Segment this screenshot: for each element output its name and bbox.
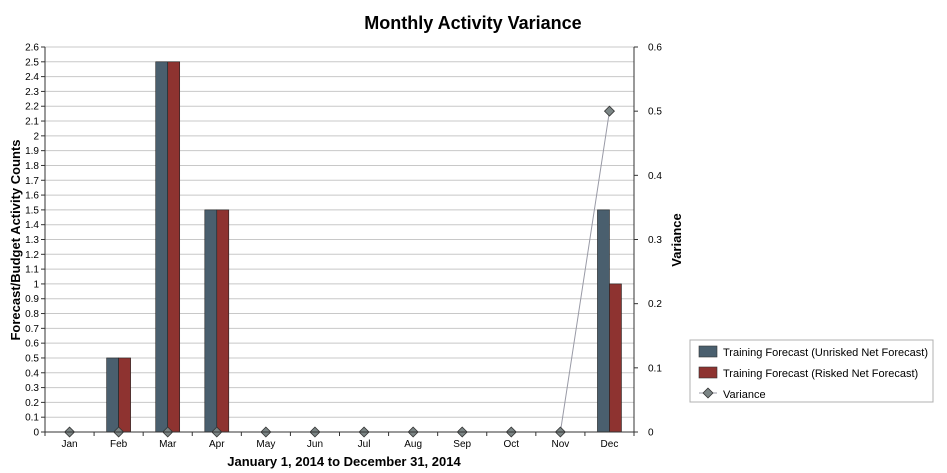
- legend-swatch-risked: [698, 366, 718, 379]
- x-axis-ticks: Jan Feb Mar Apr May Jun Jul Aug Sep Oct Nov Dec: [44, 432, 635, 450]
- x-tick-label: Dec: [601, 439, 619, 450]
- x-tick-label: Mar: [159, 439, 177, 450]
- legend-label-risked: Training Forecast (Risked Net Forecast): [723, 368, 918, 380]
- y-tick-label: 0.3: [25, 383, 39, 394]
- y-tick-label: 1.6: [25, 191, 39, 202]
- y-tick-label: 1.7: [25, 176, 39, 187]
- y-tick-label: 1.8: [25, 161, 39, 172]
- y-tick-label: 1.2: [25, 250, 39, 261]
- legend-label-unrisked: Training Forecast (Unrisked Net Forecast…: [723, 347, 928, 359]
- bars: [106, 61, 622, 433]
- left-axis-ticks: 0 0.1 0.2 0.3 0.4 0.5 0.6 0.7 0.8 0.9 1 1.1 1.2 1.3 1.…: [25, 43, 45, 439]
- x-tick-label: Jul: [358, 439, 371, 450]
- legend-label-variance: Variance: [723, 389, 766, 401]
- x-tick-label: Aug: [404, 439, 422, 450]
- bar-unrisked: [106, 357, 119, 433]
- x-tick-label: Apr: [209, 439, 225, 450]
- x-tick-label: Sep: [453, 439, 471, 450]
- legend-box: [689, 339, 934, 403]
- y-tick-label: 2.3: [25, 87, 39, 98]
- y2-tick-label: 0.5: [648, 107, 662, 118]
- x-tick-label: May: [256, 439, 275, 450]
- y2-tick-label: 0: [648, 428, 654, 439]
- legend: Training Forecast (Unrisked Net Forecast…: [689, 339, 934, 403]
- y-tick-label: 2.5: [25, 57, 39, 68]
- x-tick-label: Jun: [307, 439, 323, 450]
- y-tick-label: 0.1: [25, 413, 39, 424]
- y-tick-label: 0.9: [25, 294, 39, 305]
- y-tick-label: 1: [33, 279, 39, 290]
- y2-tick-label: 0.3: [648, 235, 662, 246]
- y-tick-label: 1.1: [25, 265, 39, 276]
- gridlines: [45, 46, 634, 433]
- bar-risked: [609, 283, 622, 433]
- y-tick-label: 0.5: [25, 353, 39, 364]
- y-tick-label: 0.7: [25, 324, 39, 335]
- bar-risked: [216, 209, 230, 433]
- y-tick-label: 2.4: [25, 72, 39, 83]
- y2-tick-label: 0.4: [648, 171, 662, 182]
- bar-unrisked: [204, 209, 218, 433]
- y-tick-label: 0.6: [25, 339, 39, 350]
- variance-line-path: [69, 111, 610, 433]
- y-tick-label: 2: [33, 131, 39, 142]
- x-tick-label: Oct: [504, 439, 520, 450]
- legend-swatch-unrisked: [698, 345, 718, 358]
- y-tick-label: 1.5: [25, 205, 39, 216]
- y2-tick-label: 0.6: [648, 43, 662, 54]
- bar-unrisked: [155, 61, 169, 433]
- chart-title: Monthly Activity Variance: [364, 13, 581, 33]
- x-tick-label: Jan: [61, 439, 77, 450]
- y-tick-label: 0.2: [25, 398, 39, 409]
- x-tick-label: Nov: [551, 439, 569, 450]
- right-axis-ticks: 0 0.1 0.2 0.3 0.4 0.5 0.6: [634, 43, 662, 439]
- y2-axis-label: Variance: [669, 213, 684, 267]
- x-axis-label: January 1, 2014 to December 31, 2014: [227, 454, 461, 469]
- y-tick-label: 1.3: [25, 235, 39, 246]
- y-tick-label: 0.8: [25, 309, 39, 320]
- bar-risked: [167, 61, 181, 433]
- bar-risked: [118, 357, 131, 433]
- y2-tick-label: 0.2: [648, 299, 662, 310]
- y-tick-label: 2.1: [25, 117, 39, 128]
- y-tick-label: 1.4: [25, 220, 39, 231]
- y-axis-label: Forecast/Budget Activity Counts: [8, 139, 23, 340]
- y-tick-label: 0: [33, 428, 39, 439]
- y2-tick-label: 0.1: [648, 363, 662, 374]
- y-tick-label: 0.4: [25, 368, 39, 379]
- legend-marker-variance: [702, 387, 714, 399]
- y-tick-label: 1.9: [25, 146, 39, 157]
- y-tick-label: 2.2: [25, 102, 39, 113]
- y-tick-label: 2.6: [25, 43, 39, 54]
- variance-point: [603, 105, 615, 117]
- x-tick-label: Feb: [110, 439, 128, 450]
- bar-unrisked: [597, 209, 610, 433]
